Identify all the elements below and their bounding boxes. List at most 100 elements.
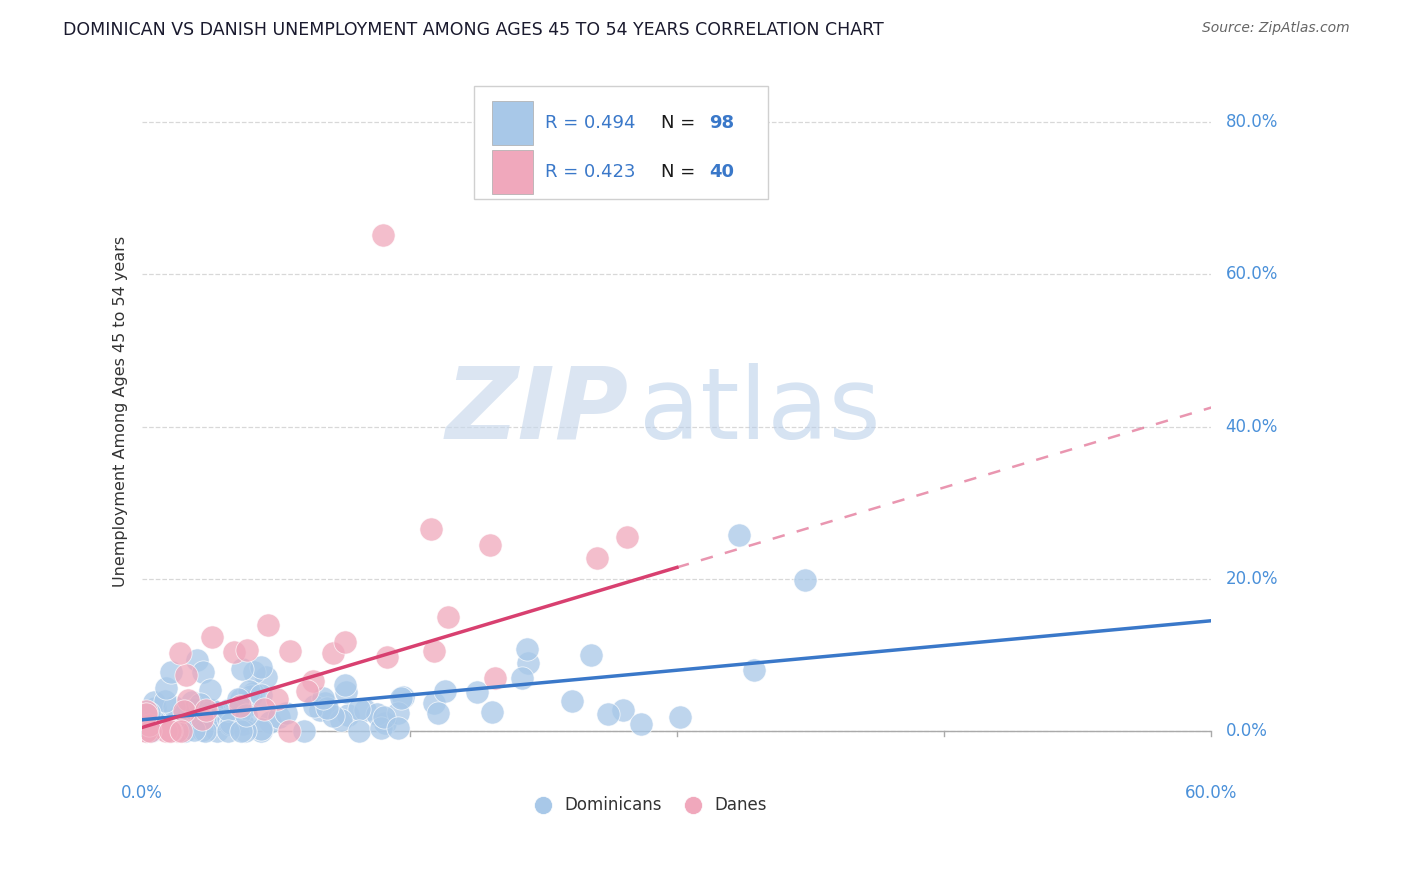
Point (337, 708, 360, 723)
Point (387, 722, 409, 736)
Text: Dominicans: Dominicans (565, 797, 662, 814)
Text: N =: N = (661, 114, 700, 132)
Point (596, 707, 619, 722)
Point (170, 717, 193, 731)
Point (174, 723, 197, 738)
Point (167, 709, 190, 723)
Point (243, 665, 266, 680)
Point (256, 618, 278, 632)
Point (170, 724, 193, 739)
Point (236, 642, 259, 657)
Point (146, 723, 169, 737)
Point (143, 701, 166, 715)
Point (155, 724, 177, 739)
Point (276, 706, 298, 720)
Point (160, 665, 183, 679)
Point (335, 685, 357, 699)
Point (231, 662, 253, 676)
Point (228, 699, 250, 714)
Point (322, 646, 344, 660)
Point (231, 724, 253, 739)
Point (195, 703, 218, 717)
Point (135, 722, 157, 736)
FancyBboxPatch shape (492, 150, 533, 194)
Point (314, 696, 336, 710)
Point (616, 530, 638, 544)
Point (181, 695, 204, 709)
Point (163, 699, 186, 714)
Point (139, 724, 162, 739)
Point (278, 643, 301, 657)
Text: Danes: Danes (714, 797, 766, 814)
Point (728, 527, 751, 541)
Point (465, 685, 488, 699)
Text: Source: ZipAtlas.com: Source: ZipAtlas.com (1202, 21, 1350, 35)
Point (205, 712, 228, 726)
Point (217, 703, 239, 717)
Text: 0.0%: 0.0% (121, 784, 163, 803)
Point (194, 724, 217, 739)
Point (335, 635, 357, 649)
Point (277, 724, 299, 739)
Point (190, 711, 212, 725)
Point (198, 682, 221, 697)
Point (138, 706, 160, 721)
Point (308, 703, 330, 717)
Point (155, 681, 177, 695)
Point (173, 720, 195, 734)
Point (201, 703, 224, 717)
Point (266, 691, 288, 706)
Point (228, 707, 250, 722)
Point (250, 724, 273, 739)
Point (188, 698, 211, 712)
Point (135, 724, 157, 739)
Point (235, 707, 257, 722)
Point (259, 714, 281, 729)
Text: DOMINICAN VS DANISH UNEMPLOYMENT AMONG AGES 45 TO 54 YEARS CORRELATION CHART: DOMINICAN VS DANISH UNEMPLOYMENT AMONG A… (63, 21, 884, 38)
Point (166, 724, 188, 739)
Point (233, 724, 256, 739)
Text: 0.0%: 0.0% (1226, 723, 1268, 740)
Point (612, 703, 634, 717)
Point (157, 724, 180, 739)
Text: 60.0%: 60.0% (1226, 265, 1278, 283)
Point (794, 574, 817, 588)
Point (135, 724, 157, 739)
Point (301, 674, 323, 689)
Point (224, 645, 246, 659)
Point (219, 717, 242, 731)
Point (217, 712, 239, 726)
Point (315, 700, 337, 714)
Text: 98: 98 (709, 114, 734, 132)
Point (204, 706, 226, 720)
Point (221, 715, 243, 730)
Point (139, 724, 162, 739)
Point (420, 522, 443, 536)
Point (135, 724, 157, 739)
Point (510, 671, 533, 685)
Point (228, 715, 250, 730)
Point (190, 723, 212, 737)
Point (160, 724, 183, 739)
Point (329, 713, 352, 727)
Point (174, 668, 197, 682)
Point (375, 649, 398, 664)
Point (322, 709, 344, 723)
Point (392, 690, 415, 705)
Point (238, 684, 260, 698)
Point (423, 644, 446, 658)
FancyBboxPatch shape (492, 101, 533, 145)
Y-axis label: Unemployment Among Ages 45 to 54 years: Unemployment Among Ages 45 to 54 years (114, 235, 128, 587)
Point (250, 660, 273, 674)
Point (217, 724, 239, 739)
Point (135, 704, 157, 718)
Point (630, 716, 652, 731)
Point (142, 713, 165, 727)
Point (159, 724, 181, 739)
Point (387, 706, 409, 720)
Point (423, 696, 446, 710)
Text: R = 0.423: R = 0.423 (546, 163, 636, 181)
Point (183, 723, 205, 738)
Point (516, 642, 538, 657)
Text: 40.0%: 40.0% (1226, 417, 1278, 435)
